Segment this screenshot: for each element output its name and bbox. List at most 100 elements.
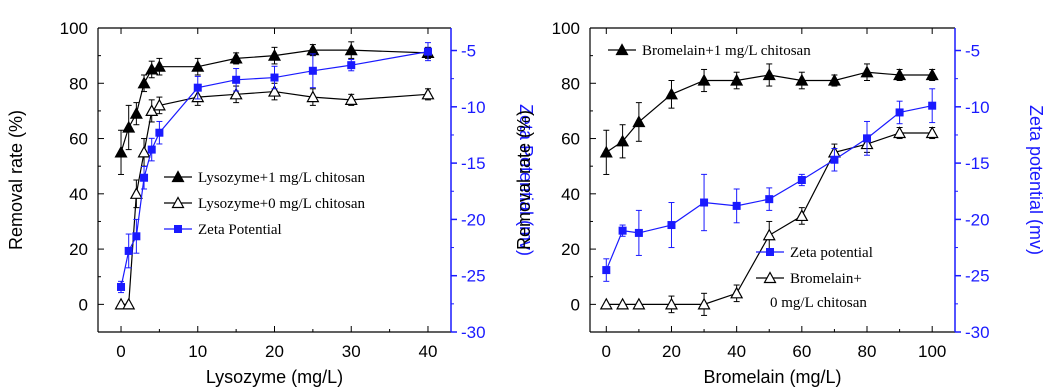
data-point-square	[308, 66, 317, 75]
data-point-triangle-filled	[344, 43, 358, 56]
data-point-triangle-filled	[827, 73, 841, 86]
data-point-triangle-open	[730, 286, 744, 299]
x-tick-label: 80	[858, 342, 877, 361]
data-point-triangle-filled	[730, 73, 744, 86]
y2-tick-label: -5	[461, 42, 476, 61]
data-point-square	[423, 47, 432, 56]
data-point-triangle-open	[893, 126, 907, 139]
data-point-square	[147, 145, 156, 154]
data-point-square	[602, 266, 611, 275]
y-tick-label: 20	[69, 240, 88, 259]
series-3	[602, 88, 937, 282]
legend-1: Bromelain+1 mg/L chitosan	[608, 43, 811, 59]
y-tick-label: 40	[561, 185, 580, 204]
data-point-triangle-filled	[664, 87, 678, 100]
legend-label: Bromelain+	[790, 271, 862, 287]
data-point-triangle-open	[122, 297, 136, 310]
y2-axis-title: Zeta Potential (mv)	[516, 104, 536, 256]
y2-axis-title: Zeta potential (mv)	[1026, 105, 1043, 255]
x-axis-title: Bromelain (mg/L)	[703, 367, 841, 387]
data-point-triangle-open	[306, 90, 320, 103]
legend-label: Lysozyme+0 mg/L chitosan	[198, 196, 366, 212]
data-point-triangle-open	[137, 145, 151, 158]
y-tick-label: 40	[69, 185, 88, 204]
series-2	[599, 126, 939, 316]
data-point-square	[174, 225, 182, 233]
y2-tick-label: -5	[965, 42, 980, 61]
data-point-square	[830, 155, 839, 164]
data-point-triangle-open	[664, 297, 678, 310]
y2-tick-label: -10	[461, 98, 486, 117]
y-axis-title: Removal rate (%)	[6, 110, 26, 250]
x-tick-label: 100	[918, 342, 946, 361]
x-tick-label: 0	[602, 342, 611, 361]
data-point-triangle-open	[114, 297, 128, 310]
data-point-triangle-open	[267, 84, 282, 97]
data-point-triangle-open	[344, 93, 358, 105]
data-point-triangle-open	[762, 228, 776, 241]
legend-label: Zeta potential	[790, 245, 873, 261]
legend-label: Lysozyme+1 mg/L chitosan	[198, 170, 366, 186]
data-point-triangle-filled	[632, 115, 646, 128]
x-tick-label: 60	[792, 342, 811, 361]
data-point-triangle-filled	[267, 48, 282, 61]
legend-2: Zeta potential Bromelain+ 0 mg/L chitosan	[756, 245, 873, 311]
data-point-square	[797, 176, 806, 184]
data-point-square	[270, 73, 279, 82]
y2-tick-label: -25	[461, 267, 486, 286]
data-point-triangle-open	[925, 126, 939, 139]
data-point-triangle-filled	[137, 76, 151, 89]
data-point-triangle-open	[632, 297, 646, 310]
data-point-square	[117, 282, 126, 291]
legend-label: Bromelain+1 mg/L chitosan	[642, 43, 811, 59]
y2-tick-label: -10	[965, 98, 990, 117]
data-point-triangle-open	[229, 87, 243, 100]
data-point-square	[155, 128, 164, 137]
data-point-triangle-filled	[122, 120, 136, 133]
data-point-triangle-filled	[229, 51, 243, 64]
data-point-triangle-filled	[129, 106, 143, 119]
data-point-triangle-open	[152, 98, 166, 111]
x-tick-label: 10	[188, 342, 207, 361]
y2-tick-label: -20	[965, 210, 990, 229]
data-point-triangle-open	[421, 87, 435, 100]
y-tick-label: 20	[561, 240, 580, 259]
data-point-triangle-open	[616, 297, 630, 310]
y2-tick-label: -15	[965, 154, 990, 173]
data-point-square	[895, 108, 904, 117]
data-point-triangle-filled	[860, 65, 874, 78]
data-point-square	[667, 221, 676, 230]
data-point-triangle-filled	[114, 145, 128, 158]
data-point-square	[634, 228, 643, 237]
data-point-square	[193, 83, 202, 92]
data-point-triangle-filled	[925, 68, 939, 81]
y2-tick-label: -30	[461, 323, 486, 342]
y2-tick-label: -30	[965, 323, 990, 342]
data-point-square	[132, 232, 141, 241]
x-tick-label: 40	[419, 342, 438, 361]
legend-label: Zeta Potential	[198, 222, 282, 238]
data-point-triangle-open	[763, 271, 777, 284]
data-point-square	[732, 201, 741, 210]
series-1	[114, 41, 435, 175]
series-line	[120, 49, 428, 153]
data-point-square	[347, 61, 356, 70]
y-tick-label: 100	[552, 19, 580, 38]
data-point-square	[124, 246, 133, 255]
data-point-triangle-filled	[152, 59, 166, 72]
data-point-triangle-open	[171, 196, 185, 209]
data-point-triangle-filled	[615, 43, 629, 56]
x-axis-title: Lysozyme (mg/L)	[206, 367, 343, 387]
data-point-triangle-filled	[762, 68, 776, 81]
data-point-triangle-filled	[893, 68, 907, 81]
x-tick-label: 40	[727, 342, 746, 361]
y-tick-label: 0	[571, 295, 580, 314]
series-1	[599, 63, 939, 175]
chart-panel-1: 0 10 20 30 40 0 20 40 60 80 100 -5 -10 -15 -20 -25 -30 Ly…	[6, 19, 536, 387]
data-point-square	[232, 75, 241, 84]
data-point-triangle-open	[599, 297, 613, 310]
data-point-square	[766, 248, 774, 256]
x-tick-label: 0	[116, 342, 125, 361]
legend-label: 0 mg/L chitosan	[770, 295, 867, 311]
